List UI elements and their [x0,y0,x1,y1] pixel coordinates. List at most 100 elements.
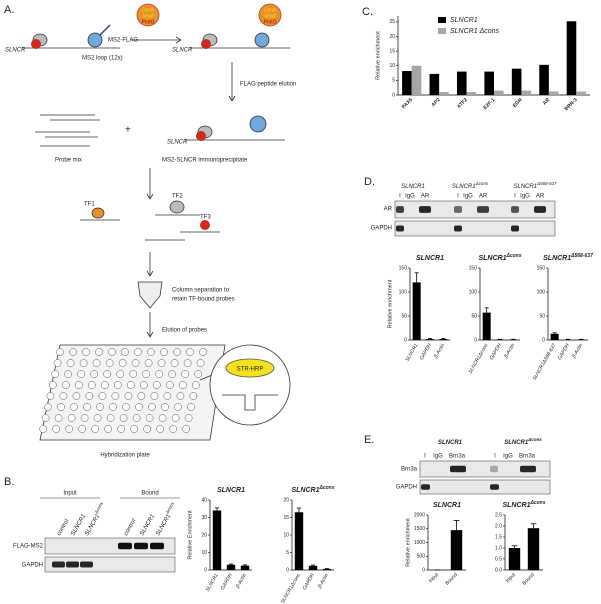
blot-header-main: SLNCR1 [504,440,529,446]
step-label: FLAG peptide elution [240,82,296,88]
well [135,403,143,411]
legend-swatch [438,28,446,34]
lane-label: Brn3a [519,454,536,460]
well [108,348,116,356]
lane-label: SLNCR1Δcons [153,501,179,537]
well [54,414,63,422]
flag [99,24,111,36]
well [147,348,155,356]
bar [456,71,467,95]
well [144,359,153,367]
lane-label: I [399,194,401,200]
y-tick-label: 0 [204,567,207,573]
well [184,414,193,422]
well [122,403,130,411]
well [132,414,141,422]
well [41,414,50,422]
detection-label: STR-HRP [237,367,264,373]
y-tick-label: 10 [201,550,207,556]
chart-title: SLNCR1Δcons [502,500,545,509]
band [421,484,430,490]
lane-label: I [494,454,496,460]
x-tick-label: GAPDH [220,572,234,591]
band [520,465,536,473]
chart-title-main: SLNCR1 [291,487,319,494]
band [511,206,519,213]
y-tick-label: 2.0 [495,523,502,529]
x-tick-label: GAPDH [419,342,433,361]
y-tick-label: 0 [286,567,289,573]
bar [226,564,236,570]
y-tick-label: 1000 [414,540,425,546]
row-label: GAPDH [371,226,392,232]
well [183,359,192,367]
well [152,381,161,389]
bar [294,512,304,570]
bar [439,92,449,95]
y-tick-label: 20 [389,34,395,40]
panel-label: E. [364,434,374,446]
blot-header: SLNCR1 [401,184,425,190]
bead [258,3,282,27]
y-tick-label: 150 [469,265,478,271]
well [56,348,64,356]
well [176,392,185,400]
y-tick-label: 15 [283,515,289,521]
blot [419,479,551,495]
y-tick-label: 50 [539,313,545,319]
arrow-head [228,95,236,102]
blot-header-main: SLNCR1 [513,184,537,190]
lane-label: AR [536,194,545,200]
chart-title-main: SLNCR1 [478,255,506,262]
well [137,392,146,400]
well [48,381,57,389]
panel-label: D. [364,176,375,188]
legend-label: SLNCR1 [450,17,478,24]
tube [137,281,163,309]
well [46,392,55,400]
well [130,425,139,433]
chart-title: SLNCR1 [416,255,444,262]
chart-title-sup: Δ568-637 [570,253,593,259]
rna-label: SLNCR [5,48,26,54]
well [155,370,164,378]
row-label: Brn3a [401,467,418,473]
well [163,392,172,400]
bar [411,65,422,95]
arrow-head [175,36,182,44]
well [95,348,103,356]
x-tick-label: PAX5 [401,97,414,110]
well [126,381,135,389]
pointer [199,374,213,381]
x-tick-label: GAPDH [557,342,571,361]
well [129,370,138,378]
bar [450,530,463,570]
x-tick-label: SLNCR1Δ568-637 [532,342,558,381]
lane-label-sup: Δcons [93,501,104,516]
band [66,561,79,568]
y-tick-label: 0 [392,92,395,98]
legend-label: SLNCR1 Δcons [450,28,500,35]
blot-header: SLNCR1 [438,440,463,446]
well [196,359,205,367]
band [490,484,499,490]
y-tick-label: 50 [471,313,477,319]
y-tick-label: 5 [286,550,289,556]
row-label: AR [384,207,393,213]
band [150,542,164,550]
well [83,403,91,411]
band [80,561,93,568]
x-tick-label: β-Actin [234,572,248,590]
bar [527,528,540,570]
bar [566,21,577,96]
chart-title: SLNCR1Δ568-637 [543,253,593,262]
magnified-well [209,344,291,426]
well [79,359,88,367]
well [61,381,70,389]
ms2 [254,32,270,48]
well [44,403,52,411]
band [134,542,148,550]
well [96,403,104,411]
band [118,542,132,550]
chart-title: SLNCR1 [433,502,461,509]
